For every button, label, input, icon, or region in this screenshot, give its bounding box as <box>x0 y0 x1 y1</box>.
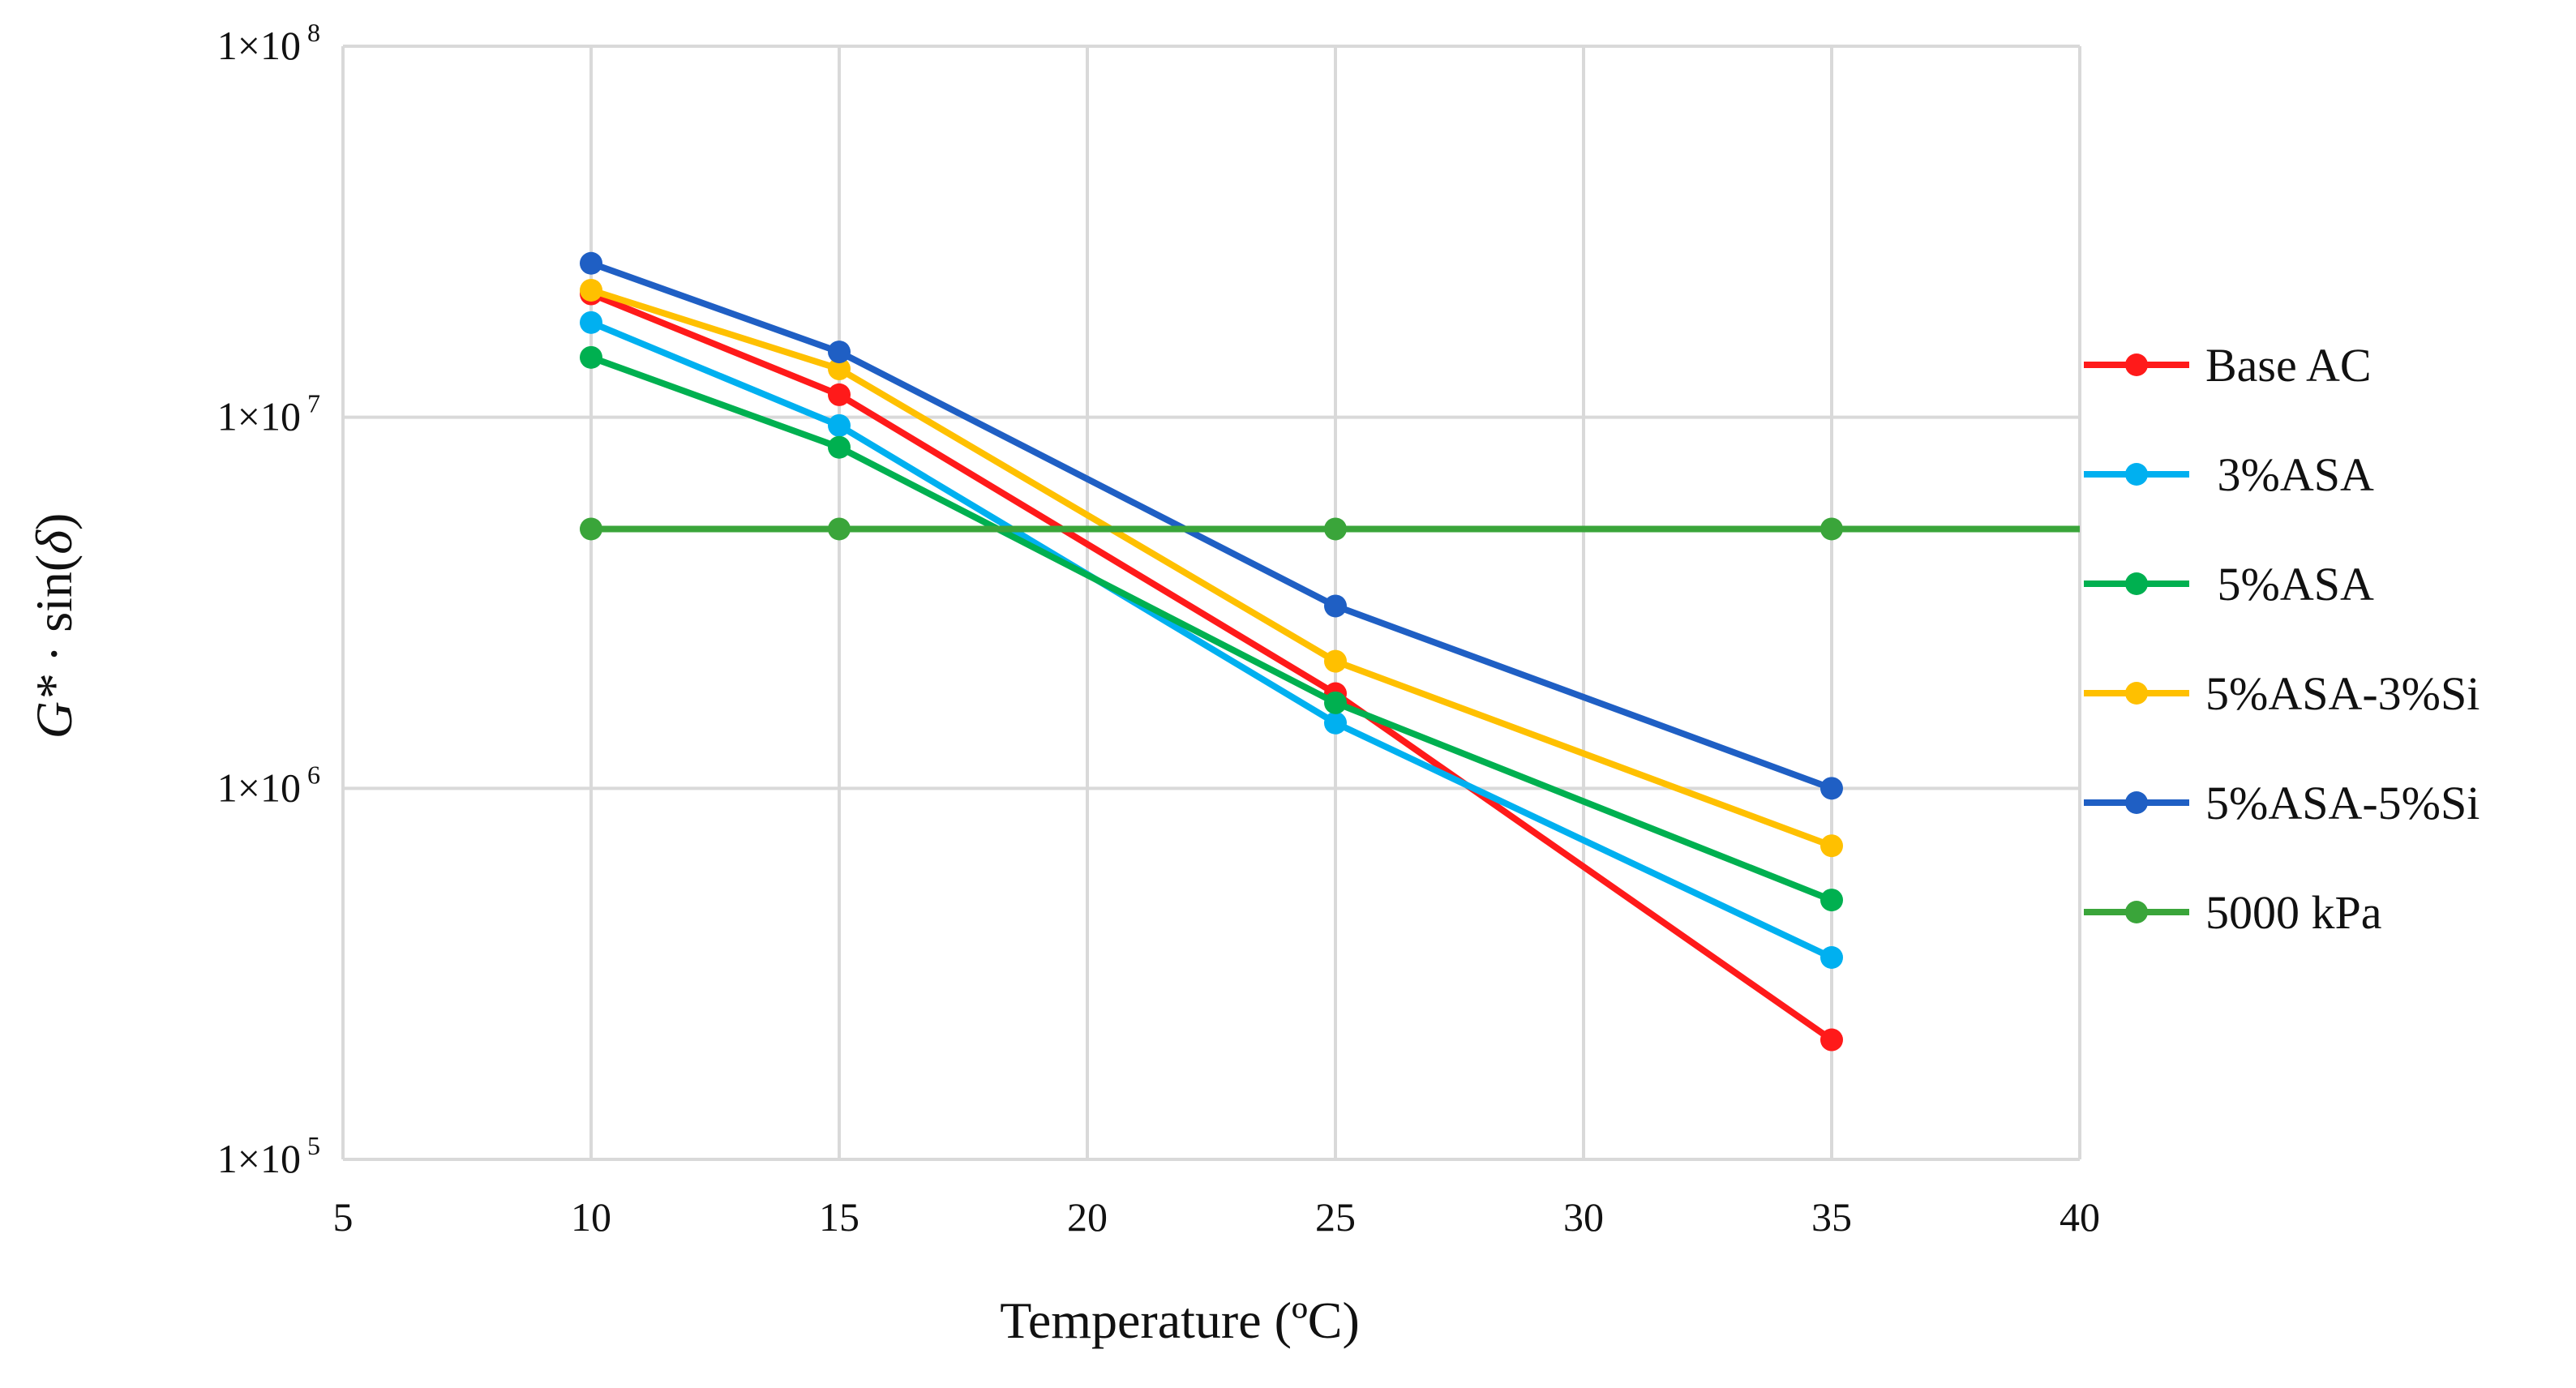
data-point <box>828 413 851 437</box>
legend-label: 5000 kPa <box>2205 886 2382 939</box>
series-line <box>589 354 1833 903</box>
legend-swatch-marker <box>2125 791 2148 814</box>
y-axis-title: G* · sin(δ) <box>25 513 83 739</box>
legend-swatch-marker <box>2125 463 2148 486</box>
data-point <box>1820 889 1843 912</box>
legend-swatch-marker <box>2125 682 2148 705</box>
data-point <box>828 517 851 541</box>
legend-swatch-marker <box>2125 572 2148 595</box>
legend-label: 5%ASA-5%Si <box>2205 777 2480 829</box>
data-point <box>828 383 851 406</box>
data-point <box>1324 517 1347 541</box>
series-line <box>589 259 1833 792</box>
y-tick-label: 1×10 8 <box>217 18 320 68</box>
x-tick-label: 10 <box>571 1194 611 1240</box>
legend-swatch-marker <box>2125 901 2148 923</box>
legend-label: 5%ASA-3%Si <box>2205 667 2480 720</box>
legend: Base AC 3%ASA 5%ASA 5%ASA-3%Si 5%ASA-5%Si 5… <box>2084 339 2480 939</box>
data-point <box>828 341 851 364</box>
legend-label: Base AC <box>2205 339 2372 392</box>
x-tick-label: 5 <box>333 1194 354 1240</box>
y-tick-label: 1×10 7 <box>217 389 320 439</box>
data-point <box>828 358 851 381</box>
legend-label: 3%ASA <box>2205 448 2374 501</box>
series-line <box>589 290 1834 1043</box>
data-point <box>1820 1028 1843 1052</box>
data-point <box>580 251 602 275</box>
x-tick-label: 40 <box>2060 1194 2100 1240</box>
y-axis-title-mid: · sin( <box>25 555 83 675</box>
data-point <box>1820 945 1843 969</box>
data-point <box>1324 691 1347 714</box>
data-point <box>1324 594 1347 618</box>
data-point <box>828 435 851 459</box>
grid-layer <box>341 45 2081 1161</box>
y-tick-label: 1×10 5 <box>217 1131 320 1181</box>
y-axis-title-end: ) <box>25 513 83 530</box>
tick-layer: 5 10 15 20 25 30 35 40 1×10 8 1×10 7 1×10 6 1×10 5 <box>217 18 2100 1240</box>
legend-swatch-marker <box>2125 353 2148 376</box>
x-tick-label: 20 <box>1067 1194 1108 1240</box>
series-layer <box>580 251 2080 1052</box>
y-axis-title-base: G* <box>25 675 83 739</box>
y-axis-title-sym: δ <box>25 529 83 555</box>
x-tick-label: 15 <box>819 1194 859 1240</box>
data-point <box>580 311 602 334</box>
x-axis-title: Temperature (ºC) <box>1000 1292 1360 1349</box>
data-point <box>1324 711 1347 735</box>
data-point <box>1820 834 1843 858</box>
x-tick-label: 25 <box>1315 1194 1356 1240</box>
series-line <box>589 287 1833 849</box>
data-point <box>580 517 602 541</box>
data-point <box>580 345 602 369</box>
y-tick-label: 1×10 6 <box>217 760 320 810</box>
legend-label: 5%ASA <box>2205 558 2374 610</box>
x-tick-label: 35 <box>1811 1194 1852 1240</box>
data-point <box>1820 517 1843 541</box>
data-point <box>1820 777 1843 800</box>
x-tick-label: 30 <box>1563 1194 1604 1240</box>
data-point <box>1324 649 1347 673</box>
data-point <box>580 278 602 302</box>
